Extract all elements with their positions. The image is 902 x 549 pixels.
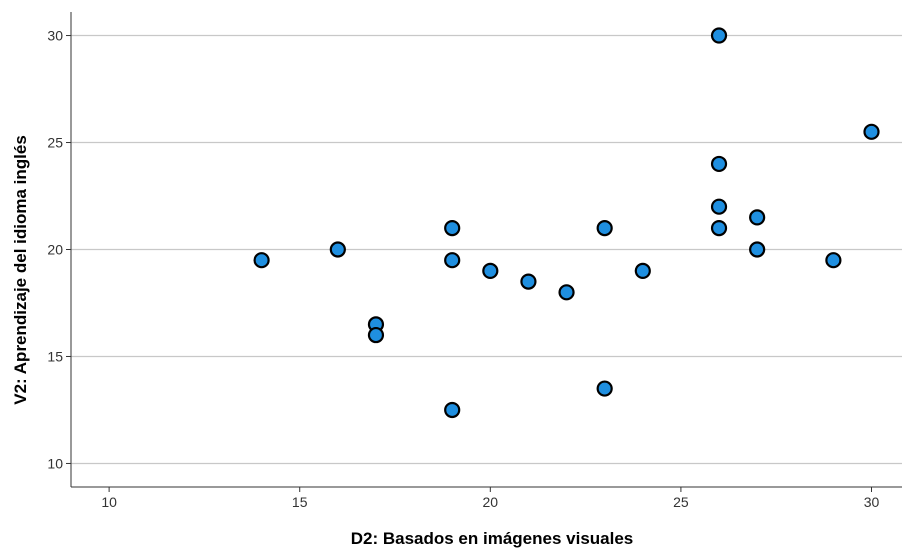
data-point [329, 241, 346, 258]
x-tick-label: 15 [292, 494, 308, 510]
x-axis-title: D2: Basados en imágenes visuales [351, 529, 634, 548]
data-point [825, 252, 842, 269]
data-point [596, 380, 613, 397]
x-tick-label: 10 [101, 494, 117, 510]
data-point [253, 252, 270, 269]
data-point [749, 209, 766, 226]
y-tick-label: 10 [47, 455, 63, 471]
data-point [863, 123, 880, 140]
data-point [444, 252, 461, 269]
y-tick-label: 25 [47, 135, 63, 151]
data-point [710, 198, 728, 215]
y-tick-label: 30 [47, 28, 63, 44]
data-point [558, 284, 575, 301]
y-tick-label: 15 [47, 348, 63, 364]
data-points [253, 27, 880, 419]
grid-lines [71, 34, 902, 465]
data-point [482, 262, 499, 279]
x-tick-label: 20 [483, 494, 499, 510]
data-point [444, 401, 461, 419]
y-tick-label: 20 [47, 242, 63, 258]
x-tick-label: 30 [864, 494, 880, 510]
x-tick-label: 25 [673, 494, 689, 510]
data-point [710, 27, 728, 44]
data-point [634, 262, 651, 279]
data-point [710, 220, 728, 237]
y-axis-title: V2: Aprendizaje del idioma inglés [11, 135, 30, 405]
data-point [596, 220, 613, 237]
data-point [710, 155, 728, 173]
data-point [367, 326, 385, 344]
data-point [749, 241, 766, 258]
x-tick-labels: 10 15 20 25 30 [101, 487, 880, 510]
data-point [520, 273, 537, 290]
data-point [444, 220, 461, 237]
y-tick-labels: 10 15 20 25 30 [47, 28, 71, 471]
